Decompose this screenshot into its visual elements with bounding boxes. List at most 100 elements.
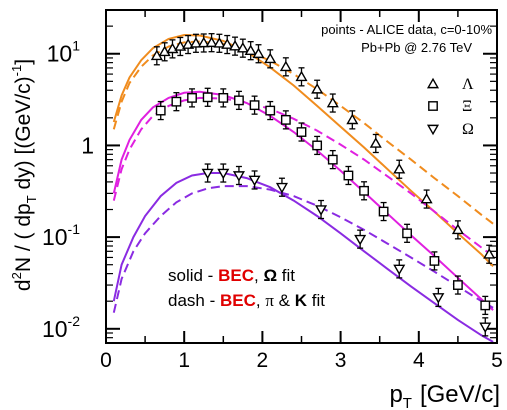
point-lambda — [346, 113, 359, 125]
point-xi — [234, 95, 244, 106]
point-xi — [312, 140, 323, 151]
curve-lambda-solid — [112, 33, 494, 267]
x-axis-label: pT [GeV/c] — [389, 381, 500, 410]
legend: Λ Ξ Ω — [426, 76, 474, 138]
annotation-dash-fit-k: K — [295, 291, 308, 310]
legend-label-omega: Ω — [462, 121, 474, 138]
point-lambda — [393, 162, 406, 174]
point-xi — [359, 185, 369, 196]
point-xi — [480, 300, 491, 311]
point-xi — [327, 154, 338, 165]
legend-label-xi: Ξ — [462, 98, 472, 115]
annotation-dash-prefix: dash - — [168, 291, 220, 310]
point-omega — [479, 322, 492, 334]
point-xi — [343, 170, 354, 181]
point-xi — [402, 228, 412, 239]
point-lambda — [221, 38, 234, 49]
point-omega — [354, 234, 367, 246]
point-lambda — [252, 47, 265, 59]
x-tick-label: 2 — [257, 349, 269, 372]
y-tick-label: 1 — [81, 132, 94, 158]
point-lambda — [326, 96, 339, 108]
point-lambda — [236, 41, 249, 53]
x-tick-label: 1 — [178, 349, 190, 372]
point-omega — [315, 205, 328, 216]
x-label-subscript: T — [403, 395, 412, 410]
y-label-superscript: 2 — [9, 272, 24, 279]
point-xi — [155, 105, 166, 116]
point-xi — [265, 105, 276, 116]
point-lambda — [369, 137, 382, 148]
point-xi — [453, 280, 463, 290]
point-lambda — [244, 44, 257, 56]
legend-marker-triangle-up — [426, 77, 440, 89]
point-xi — [171, 96, 182, 107]
annotation-solid-comma: , — [254, 266, 263, 285]
x-tick-label: 0 — [100, 349, 112, 372]
point-lambda — [228, 39, 242, 51]
header-line-2: Pb+Pb @ 2.76 TeV — [361, 40, 472, 55]
point-xi — [296, 127, 307, 137]
annotation-solid-prefix: solid - — [168, 266, 218, 285]
y-axis-label: d2N / ( dpT dy) [(GeV/c)-1] — [9, 59, 39, 291]
annotation-dash: dash - BEC, π & K fit — [168, 291, 325, 310]
y-tick-label: 10-1 — [42, 221, 80, 250]
y-label-subscript: T — [24, 195, 39, 203]
data-points — [150, 33, 496, 337]
legend-marker-square — [428, 101, 438, 111]
point-lambda — [205, 36, 218, 48]
y-tick-label: 10-2 — [42, 313, 80, 342]
point-lambda — [279, 60, 292, 72]
curve-omega-solid — [112, 172, 494, 343]
y-label-part: d — [12, 279, 35, 291]
point-lambda — [182, 38, 195, 49]
point-lambda — [483, 248, 496, 259]
annotation-solid-suffix: fit — [277, 266, 295, 285]
y-label-part: dy) [(GeV/c) — [12, 76, 35, 195]
point-omega — [217, 168, 230, 180]
annotation-dash-fit-pi: π — [265, 291, 274, 310]
annotation-solid-fit: Ω — [263, 266, 277, 285]
plot-frame — [105, 9, 498, 344]
x-tick-label: 3 — [335, 349, 347, 372]
axis-ticks: 0 1 2 3 4 5 101 1 10-1 10-2 — [42, 10, 503, 372]
x-label-p: p — [389, 381, 402, 408]
point-xi — [187, 92, 197, 103]
curve-lambda-dash — [112, 40, 494, 225]
point-lambda — [197, 36, 210, 48]
point-omega — [201, 168, 214, 180]
point-xi — [378, 206, 389, 217]
point-xi — [202, 92, 213, 103]
point-xi — [218, 92, 229, 103]
annotation-dash-suffix: fit — [307, 291, 325, 310]
point-lambda — [311, 83, 324, 94]
point-lambda — [158, 45, 171, 57]
curve-xi-dash — [112, 96, 494, 257]
point-omega — [393, 264, 406, 276]
x-label-unit: [GeV/c] — [420, 381, 500, 408]
point-lambda — [264, 52, 277, 64]
point-omega — [232, 171, 245, 182]
legend-label-lambda: Λ — [462, 76, 474, 93]
curve-omega-dash — [112, 185, 494, 313]
annotation-dash-comma: , — [256, 291, 265, 310]
point-lambda — [189, 37, 202, 48]
point-xi — [249, 100, 260, 111]
y-tick-label: 101 — [47, 38, 81, 67]
legend-markers — [426, 77, 440, 136]
legend-marker-triangle-down — [426, 124, 440, 136]
point-lambda — [213, 37, 226, 48]
annotation-dash-amp: & — [274, 291, 295, 310]
y-label-part: ] — [12, 59, 35, 65]
annotation-solid: solid - BEC, Ω fit — [168, 266, 295, 285]
point-lambda — [420, 192, 433, 204]
header-line-1: points - ALICE data, c=0-10% — [321, 22, 492, 37]
point-omega — [248, 175, 261, 187]
y-label-superscript: -1 — [9, 65, 24, 77]
point-lambda — [451, 223, 464, 235]
point-lambda — [295, 70, 308, 82]
point-xi — [280, 114, 291, 125]
annotation-dash-bec: BEC — [220, 291, 256, 310]
annotation-solid-bec: BEC — [218, 266, 254, 285]
